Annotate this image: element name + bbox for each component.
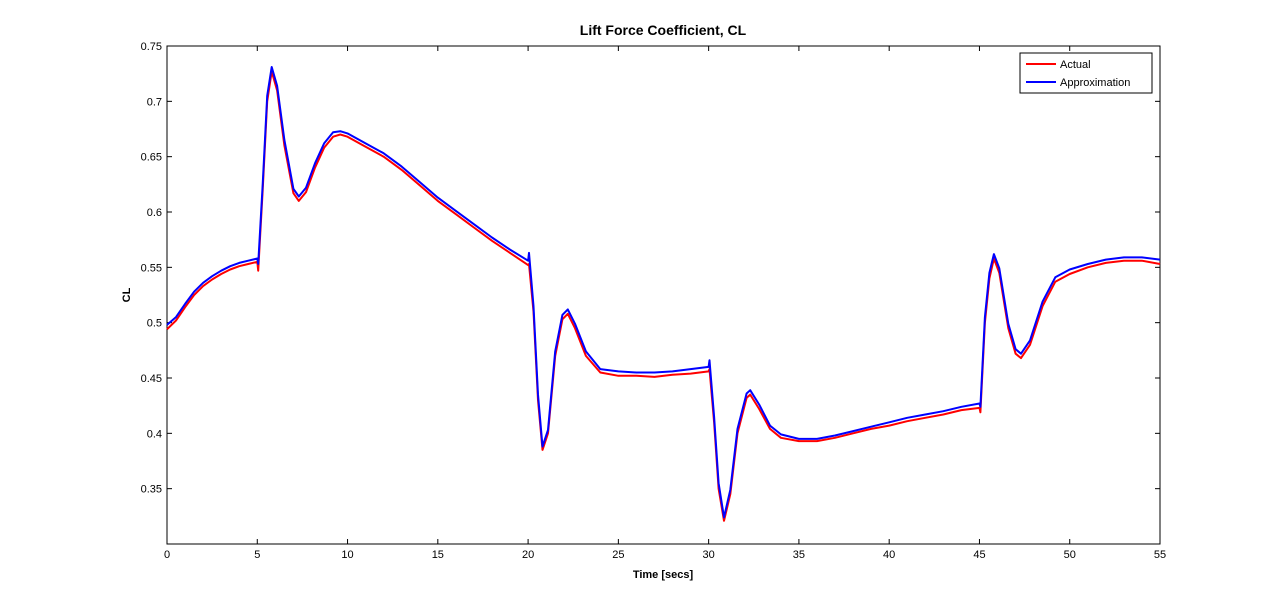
x-tick-label: 40 — [883, 549, 895, 561]
y-tick-label: 0.6 — [147, 207, 162, 219]
x-tick-label: 50 — [1064, 549, 1076, 561]
y-tick-label: 0.5 — [147, 318, 162, 330]
series-line-approximation — [166, 66, 1161, 519]
x-tick-label: 15 — [432, 549, 444, 561]
y-tick-label: 0.45 — [141, 373, 162, 385]
legend-box — [1019, 52, 1153, 94]
x-tick-label: 45 — [973, 549, 985, 561]
legend-label-approximation: Approximation — [1060, 77, 1130, 89]
y-tick-label: 0.7 — [147, 96, 162, 108]
chart-title: Lift Force Coefficient, CL — [580, 22, 747, 38]
legend: Actual Approximation — [1019, 52, 1153, 94]
y-tick-label: 0.65 — [141, 152, 162, 164]
x-axis-label: Time [secs] — [633, 569, 694, 581]
x-tick-label: 5 — [254, 549, 260, 561]
legend-label-actual: Actual — [1060, 59, 1091, 71]
x-tick-label: 35 — [793, 549, 805, 561]
y-tick-label: 0.55 — [141, 262, 162, 274]
y-tick-label: 0.35 — [141, 484, 162, 496]
x-tick-label: 30 — [703, 549, 715, 561]
plot-area: 0 5 10 15 20 25 30 35 40 45 50 55 0.35 0.4 0.45 0.5 0.55… — [141, 41, 1167, 561]
y-axis-label: CL — [121, 287, 133, 302]
x-tick-label: 25 — [612, 549, 624, 561]
plot-frame — [166, 45, 1161, 545]
x-tick-label: 0 — [164, 549, 170, 561]
x-tick-label: 55 — [1154, 549, 1166, 561]
y-tick-label: 0.75 — [141, 41, 162, 53]
x-tick-label: 20 — [522, 549, 534, 561]
y-tick-label: 0.4 — [147, 428, 162, 440]
x-tick-label: 10 — [341, 549, 353, 561]
